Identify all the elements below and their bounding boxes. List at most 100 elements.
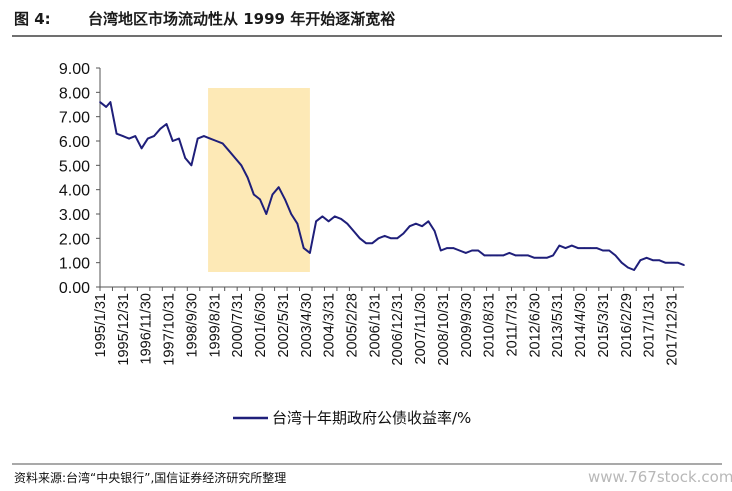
data-point — [122, 135, 124, 137]
data-point — [302, 247, 305, 249]
data-point — [327, 220, 330, 223]
data-point — [602, 249, 604, 252]
data-point — [508, 252, 511, 254]
data-point — [165, 123, 168, 125]
data-point — [614, 254, 617, 257]
data-point — [128, 137, 130, 140]
data-point — [134, 135, 137, 137]
x-tick-label: 2000/7/31 — [230, 293, 246, 358]
data-point — [178, 137, 180, 140]
data-point — [383, 235, 386, 237]
series-layer — [99, 101, 685, 271]
data-point — [633, 269, 635, 271]
data-point — [458, 249, 461, 252]
y-tick-label: 3.00 — [59, 207, 90, 224]
y-tick-label: 7.00 — [59, 110, 90, 127]
x-tick-label: 1999/8/31 — [207, 293, 223, 358]
x-tick-label: 2015/3/31 — [596, 293, 612, 358]
data-point — [652, 259, 654, 262]
data-point — [521, 254, 523, 257]
data-point — [234, 157, 236, 159]
data-point — [346, 222, 349, 225]
data-point — [259, 198, 261, 201]
data-point — [265, 213, 268, 215]
data-point — [477, 249, 480, 252]
x-axis: 1995/1/31 1995/12/31 1996/11/30 1997/10/31 1… — [93, 286, 684, 366]
y-tick-label: 1.00 — [59, 256, 90, 273]
data-point — [639, 259, 642, 262]
data-point — [502, 254, 505, 257]
data-point — [645, 257, 648, 259]
data-point — [677, 261, 679, 264]
y-tick-label: 9.00 — [59, 61, 90, 78]
y-tick-label: 8.00 — [59, 85, 90, 102]
data-point — [433, 230, 436, 232]
x-tick-label: 2008/10/31 — [436, 293, 452, 366]
data-point — [365, 242, 367, 244]
data-point — [658, 259, 660, 262]
legend-label: 台湾十年期政府公债收益率/% — [272, 409, 471, 427]
data-point — [140, 147, 143, 150]
x-tick-label: 2010/8/31 — [482, 293, 498, 358]
data-point — [546, 257, 548, 259]
series-line — [99, 101, 685, 271]
x-tick-label: 2014/4/30 — [573, 293, 589, 358]
data-point — [408, 225, 411, 227]
data-point — [246, 176, 249, 179]
x-tick-label: 1997/10/31 — [162, 293, 178, 366]
data-point — [627, 266, 629, 269]
data-point — [514, 254, 517, 257]
data-point — [221, 142, 224, 145]
data-point — [670, 261, 673, 264]
y-tick-label: 4.00 — [59, 183, 90, 200]
x-tick-label: 2006/1/31 — [367, 293, 383, 358]
data-point — [147, 137, 149, 140]
data-point — [99, 101, 101, 103]
data-point — [683, 264, 685, 266]
data-point — [527, 254, 529, 257]
data-point — [153, 135, 155, 137]
figure-label: 图 4: — [14, 10, 51, 28]
data-point — [558, 244, 561, 247]
chart-title: 台湾地区市场流动性从 1999 年开始逐渐宽裕 — [88, 10, 395, 28]
data-point — [284, 198, 286, 201]
data-point — [190, 164, 193, 167]
data-point — [465, 252, 467, 254]
data-point — [359, 237, 361, 240]
legend: 台湾十年期政府公债收益率/% — [233, 409, 471, 427]
data-point — [277, 186, 280, 188]
data-point — [396, 237, 399, 240]
x-tick-label: 2012/6/30 — [527, 293, 543, 358]
data-point — [415, 222, 417, 225]
data-point — [496, 254, 498, 257]
data-point — [171, 140, 174, 142]
watermark: www.767stock.com — [588, 468, 732, 486]
data-point — [539, 257, 542, 259]
x-tick-label: 2006/12/31 — [390, 293, 406, 366]
data-point — [290, 213, 293, 215]
x-tick-label: 1998/9/30 — [184, 293, 200, 358]
y-tick-label: 5.00 — [59, 158, 90, 175]
data-point — [340, 218, 342, 220]
data-point — [664, 261, 667, 264]
data-point — [315, 220, 317, 223]
data-point — [196, 137, 199, 140]
x-tick-label: 2002/5/31 — [276, 293, 292, 358]
data-point — [533, 257, 536, 259]
data-point — [371, 242, 374, 244]
data-point — [483, 254, 486, 257]
x-tick-label: 2005/2/28 — [344, 293, 360, 358]
data-point — [240, 164, 243, 167]
data-point — [452, 247, 455, 249]
data-point — [253, 193, 255, 196]
data-point — [440, 249, 442, 252]
data-point — [564, 247, 567, 249]
data-point — [620, 261, 623, 264]
data-point — [334, 215, 336, 218]
data-point — [571, 244, 573, 247]
data-point — [552, 254, 554, 257]
data-point — [427, 220, 430, 223]
y-axis: 0.00 1.00 2.00 3.00 4.00 5.00 6.00 7.00 8.00 9.00 — [59, 61, 101, 297]
y-tick-label: 0.00 — [59, 280, 90, 297]
data-point — [184, 157, 186, 159]
